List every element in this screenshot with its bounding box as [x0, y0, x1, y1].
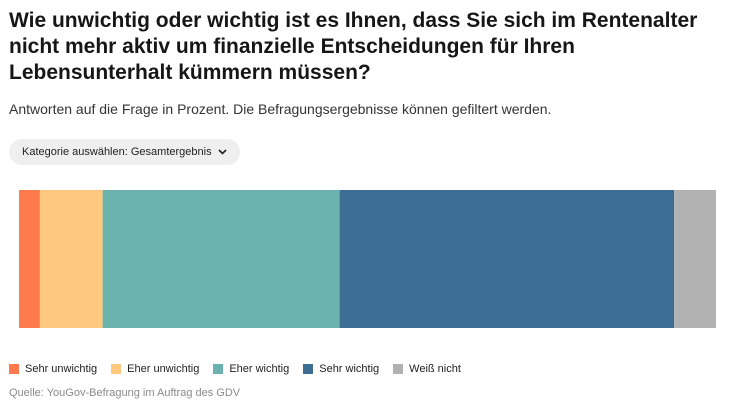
legend-item-3: Sehr wichtig [303, 363, 379, 375]
stacked-bar-chart [19, 190, 716, 328]
legend-label: Weiß nicht [409, 363, 461, 375]
category-select-value: Gesamtergebnis [130, 146, 212, 158]
chart-title: Wie unwichtig oder wichtig ist es Ihnen,… [9, 9, 698, 84]
legend-swatch [303, 364, 314, 374]
bar-segment-4[interactable] [674, 190, 716, 328]
legend-label: Eher unwichtig [127, 363, 200, 375]
bar-segment-1[interactable] [39, 190, 103, 328]
legend-swatch [9, 364, 19, 374]
legend-item-2: Eher wichtig [213, 363, 289, 375]
category-select-label: Kategorie auswählen: [22, 146, 128, 158]
legend-label: Eher wichtig [229, 363, 290, 375]
legend-item-1: Eher unwichtig [111, 363, 199, 375]
bar-segment-0[interactable] [19, 190, 40, 328]
category-select[interactable]: Kategorie auswählen: Gesamtergebnis [9, 139, 240, 165]
legend-swatch [111, 364, 122, 374]
chart-legend: Sehr unwichtig Eher unwichtig Eher wichtig… [9, 361, 475, 377]
legend-swatch [393, 364, 404, 374]
legend-label: Sehr wichtig [319, 363, 380, 375]
legend-swatch [213, 364, 224, 374]
chart-subtitle: Antworten auf die Frage in Prozent. Die … [9, 101, 552, 117]
source-note: Quelle: YouGov-Befragung im Auftrag des … [9, 387, 241, 399]
bar-segment-2[interactable] [102, 190, 340, 328]
legend-item-4: Weiß nicht [393, 363, 461, 375]
legend-item-0: Sehr unwichtig [9, 363, 97, 375]
legend-label: Sehr unwichtig [25, 363, 98, 375]
chevron-down-icon [218, 149, 227, 155]
bar-segment-3[interactable] [339, 190, 675, 328]
